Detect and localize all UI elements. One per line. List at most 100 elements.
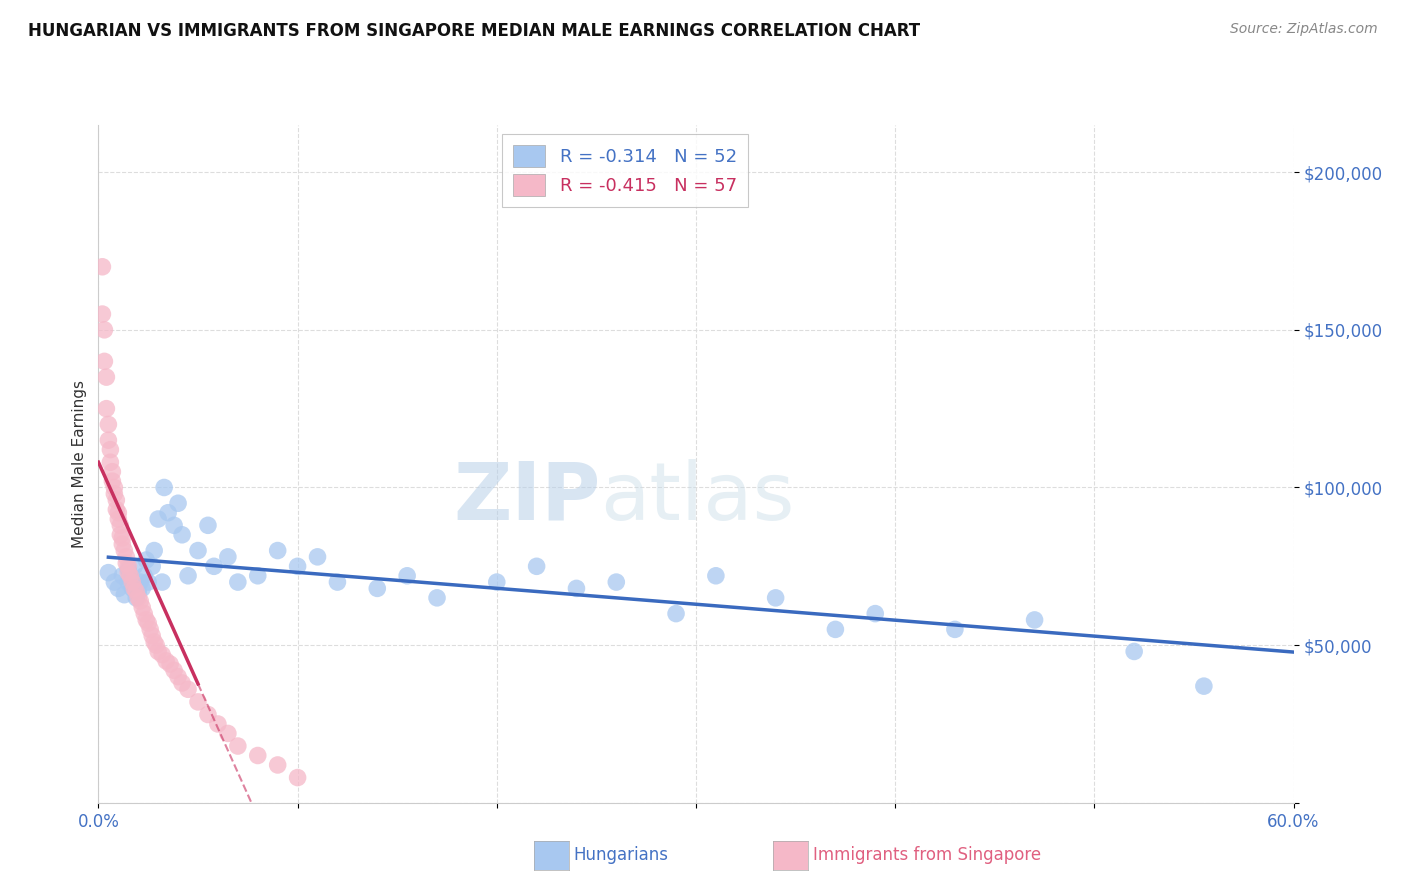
Point xyxy=(197,518,219,533)
Point xyxy=(143,543,166,558)
Point xyxy=(145,638,167,652)
Point xyxy=(117,566,139,580)
Point xyxy=(824,623,846,637)
Point xyxy=(267,758,290,772)
Point xyxy=(485,575,508,590)
Point xyxy=(177,682,200,697)
Point xyxy=(148,512,170,526)
Point xyxy=(157,506,180,520)
Point xyxy=(246,568,269,582)
Point xyxy=(112,543,135,558)
Point xyxy=(287,559,309,574)
Point xyxy=(172,676,194,690)
Point xyxy=(129,594,152,608)
Point xyxy=(135,613,157,627)
Point xyxy=(98,455,122,469)
Point xyxy=(91,307,114,321)
Point xyxy=(202,559,225,574)
Point xyxy=(366,582,388,596)
Point xyxy=(98,442,122,457)
Point xyxy=(112,588,135,602)
Point xyxy=(177,568,200,582)
Point xyxy=(326,575,349,590)
Point xyxy=(117,575,139,590)
Point xyxy=(111,537,134,551)
Point xyxy=(565,582,588,596)
Text: Immigrants from Singapore: Immigrants from Singapore xyxy=(813,847,1040,864)
Point xyxy=(96,401,118,416)
Point xyxy=(141,629,163,643)
Point xyxy=(134,607,156,621)
Point xyxy=(665,607,688,621)
Point xyxy=(246,748,269,763)
Point xyxy=(127,591,149,605)
Point xyxy=(121,582,143,596)
Point xyxy=(135,553,157,567)
Point xyxy=(159,657,181,671)
Point xyxy=(943,623,966,637)
Point xyxy=(605,575,627,590)
Point xyxy=(1024,613,1046,627)
Point xyxy=(167,496,190,510)
Point xyxy=(704,568,727,582)
Point xyxy=(226,575,249,590)
Point xyxy=(117,562,139,576)
Point xyxy=(127,584,149,599)
Point xyxy=(93,354,115,368)
Point xyxy=(167,670,190,684)
Point xyxy=(863,607,886,621)
Point xyxy=(93,323,115,337)
Point xyxy=(1192,679,1215,693)
Point xyxy=(197,707,219,722)
Point xyxy=(115,549,138,564)
Point xyxy=(396,568,419,582)
Point xyxy=(101,465,124,479)
Point xyxy=(426,591,449,605)
Text: ZIP: ZIP xyxy=(453,458,600,537)
Point xyxy=(107,512,129,526)
Point xyxy=(97,433,120,447)
Point xyxy=(125,584,148,599)
Point xyxy=(120,568,142,582)
Point xyxy=(91,260,114,274)
Point xyxy=(124,559,146,574)
Point xyxy=(163,518,186,533)
Point xyxy=(143,635,166,649)
Point xyxy=(217,726,239,740)
Point xyxy=(110,518,132,533)
Point xyxy=(97,417,120,432)
Point xyxy=(121,575,143,590)
Point xyxy=(150,648,173,662)
Point xyxy=(141,559,163,574)
Point xyxy=(129,575,152,590)
Text: HUNGARIAN VS IMMIGRANTS FROM SINGAPORE MEDIAN MALE EARNINGS CORRELATION CHART: HUNGARIAN VS IMMIGRANTS FROM SINGAPORE M… xyxy=(28,22,921,40)
Point xyxy=(97,566,120,580)
Legend: R = -0.314   N = 52, R = -0.415   N = 57: R = -0.314 N = 52, R = -0.415 N = 57 xyxy=(502,134,748,207)
Point xyxy=(172,528,194,542)
Point xyxy=(163,664,186,678)
Point xyxy=(287,771,309,785)
Point xyxy=(111,568,134,582)
Point xyxy=(155,654,177,668)
Point xyxy=(1123,644,1146,658)
Point xyxy=(148,644,170,658)
Point xyxy=(117,559,139,574)
Point xyxy=(150,575,173,590)
Point xyxy=(115,556,138,570)
Point xyxy=(103,575,125,590)
Point xyxy=(136,575,159,590)
Point xyxy=(207,717,229,731)
Text: atlas: atlas xyxy=(600,458,794,537)
Point xyxy=(217,549,239,564)
Point xyxy=(107,582,129,596)
Point xyxy=(131,582,153,596)
Point xyxy=(110,528,132,542)
Point xyxy=(96,370,118,384)
Point xyxy=(125,591,148,605)
Point xyxy=(124,582,146,596)
Point xyxy=(187,695,209,709)
Text: Hungarians: Hungarians xyxy=(574,847,669,864)
Point xyxy=(107,506,129,520)
Point xyxy=(226,739,249,753)
Point xyxy=(187,543,209,558)
